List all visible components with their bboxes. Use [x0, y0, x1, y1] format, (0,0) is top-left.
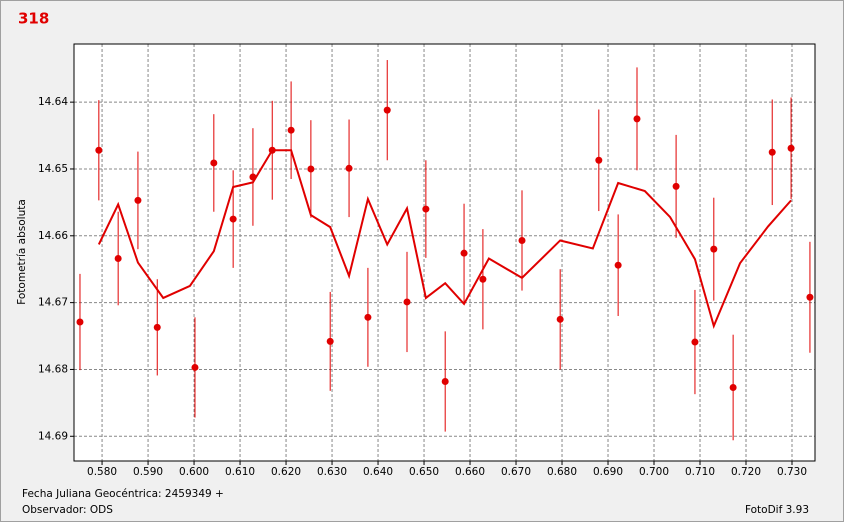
x-tick-label: 0.690 [593, 466, 623, 478]
x-tick-label: 0.710 [685, 466, 715, 478]
data-point [383, 106, 391, 114]
y-tick-label: 14.66 [38, 230, 68, 242]
data-point [422, 205, 430, 213]
data-point [787, 144, 795, 152]
data-point [191, 363, 199, 371]
data-point [729, 383, 737, 391]
x-tick-label: 0.720 [731, 466, 761, 478]
data-point [153, 323, 161, 331]
data-point [229, 215, 237, 223]
x-tick-label: 0.670 [501, 466, 531, 478]
data-point [95, 146, 103, 154]
data-point [210, 159, 218, 167]
data-point [326, 337, 334, 345]
x-tick-label: 0.700 [639, 466, 669, 478]
data-point [403, 298, 411, 306]
x-tick-label: 0.620 [271, 466, 301, 478]
plot-border [73, 43, 816, 462]
data-point [307, 165, 315, 173]
data-point [479, 275, 487, 283]
x-axis-label: Fecha Juliana Geocéntrica: 2459349 + [22, 488, 224, 500]
data-point [287, 126, 295, 134]
data-point [76, 318, 84, 326]
x-tick-label: 0.650 [409, 466, 439, 478]
x-tick-label: 0.610 [225, 466, 255, 478]
data-point [556, 315, 564, 323]
plot-area [74, 44, 815, 461]
data-point [614, 261, 622, 269]
x-tick-label: 0.580 [87, 466, 117, 478]
x-tick-label: 0.660 [455, 466, 485, 478]
y-tick-label: 14.67 [38, 297, 68, 309]
data-point [672, 182, 680, 190]
x-tick-label: 0.680 [547, 466, 577, 478]
model-line [97, 149, 792, 330]
y-tick-label: 14.69 [38, 430, 68, 442]
data-point [345, 164, 353, 172]
data-point [768, 148, 776, 156]
data-point [134, 196, 142, 204]
data-point [806, 293, 814, 301]
observer: Observador: ODS [22, 504, 113, 516]
y-tick-label: 14.65 [38, 163, 68, 175]
data-point [441, 377, 449, 385]
software: FotoDif 3.93 [745, 504, 809, 516]
data-point [691, 338, 699, 346]
data-point [710, 245, 718, 253]
y-axis-label: Fotometría absoluta [16, 199, 28, 305]
y-tick-label: 14.64 [38, 96, 68, 108]
y-tick-label: 14.68 [38, 363, 68, 375]
chart-title: 318 [18, 10, 49, 28]
x-tick-label: 0.630 [317, 466, 347, 478]
x-tick-label: 0.730 [777, 466, 807, 478]
data-point [595, 156, 603, 164]
x-tick-label: 0.590 [133, 466, 163, 478]
data-point [518, 236, 526, 244]
x-tick-label: 0.640 [363, 466, 393, 478]
data-point [114, 255, 122, 263]
x-tick-label: 0.600 [179, 466, 209, 478]
data-point [633, 115, 641, 123]
data-point [364, 313, 372, 321]
data-point [460, 249, 468, 257]
